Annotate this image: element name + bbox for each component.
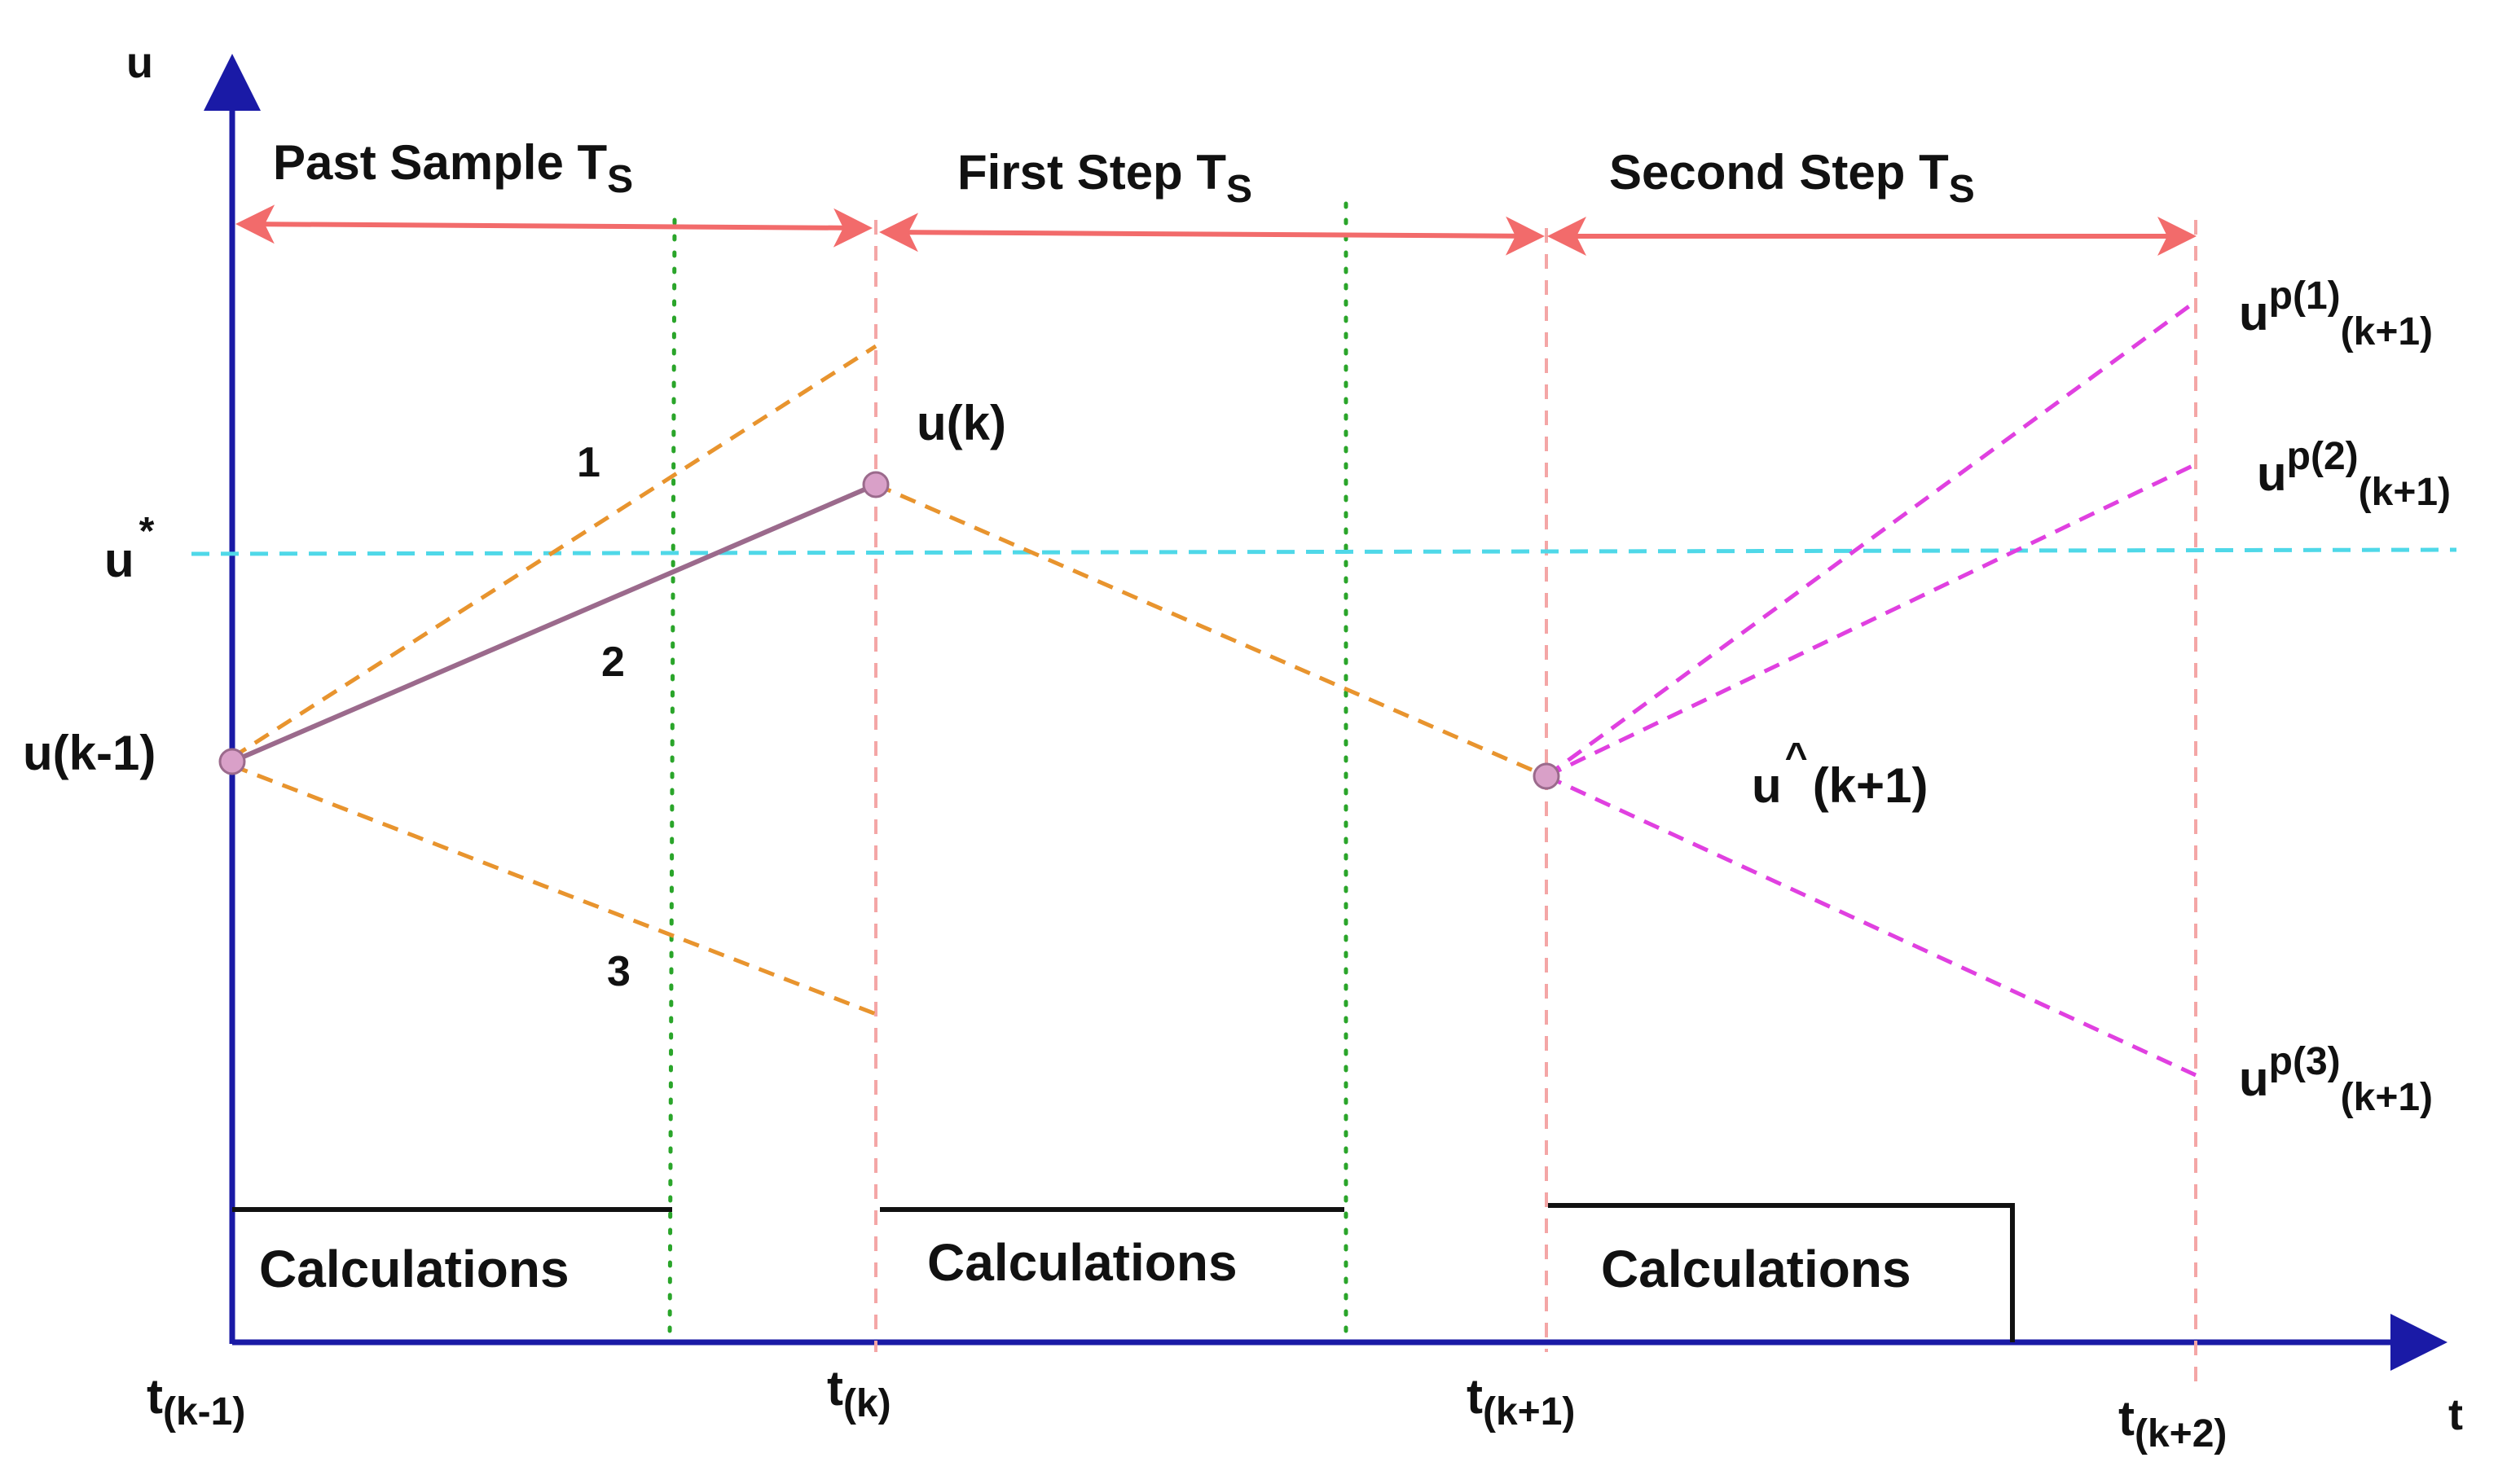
prediction-label-3: up(3)(k+1) — [2239, 1040, 2433, 1119]
applied-trajectory-2 — [231, 482, 877, 764]
label-u-k: u(k) — [917, 396, 1006, 450]
tick-label-t-k-minus-1-sub: (k-1) — [163, 1390, 245, 1434]
tick-label-t-k-minus-1-base: t — [147, 1369, 163, 1424]
point-u-k — [862, 471, 890, 498]
prediction-label-2: up(2)(k+1) — [2257, 435, 2451, 514]
interval-label-first-text: First Step T — [957, 145, 1226, 200]
label-u-hat-rest: (k+1) — [1813, 758, 1928, 813]
interval-label-past: Past Sample TS — [273, 135, 633, 201]
label-u-hat-sup: ^ — [1785, 735, 1808, 779]
tick-label-t-k-plus-2-sub: (k+2) — [2135, 1412, 2227, 1455]
interval-label-past-sub: S — [607, 158, 633, 201]
label-u-hat-base: u — [1752, 758, 1782, 813]
label-u-k-minus-1: u(k-1) — [23, 726, 156, 780]
calc-label-1: Calculations — [259, 1240, 570, 1298]
prediction-label-1: up(1)(k+1) — [2239, 274, 2433, 353]
tick-label-t-k-base: t — [827, 1361, 843, 1416]
tick-label-t-k-plus-1-base: t — [1467, 1369, 1483, 1424]
tick-label-t-k-plus-2-base: t — [2118, 1391, 2135, 1446]
interval-label-second: Second Step TS — [1609, 145, 1975, 211]
tick-label-t-k: t(k) — [827, 1361, 891, 1425]
trajectory-number-1: 1 — [577, 439, 600, 486]
midline-1 — [667, 217, 677, 1345]
point-u-k-minus-1 — [218, 748, 246, 775]
calc-block-3 — [1548, 1203, 2015, 1342]
calc-label-2: Calculations — [927, 1233, 1238, 1292]
prediction-trajectory-1 — [1545, 299, 2197, 779]
interval-label-second-sub: S — [1949, 168, 1975, 211]
past-trajectory-3 — [231, 763, 877, 1016]
prediction-label-1-sub: (k+1) — [2341, 310, 2433, 353]
interval-label-first-sub: S — [1226, 168, 1252, 211]
prediction-label-1-sup: p(1) — [2269, 274, 2341, 318]
point-u-hat — [1533, 762, 1560, 790]
interval-label-first: First Step TS — [957, 145, 1252, 211]
calc-label-3: Calculations — [1601, 1240, 1911, 1298]
x-axis-label: t — [2448, 1390, 2463, 1439]
first-step-trajectory — [875, 482, 1547, 779]
tick-label-t-k-minus-1: t(k-1) — [147, 1369, 245, 1434]
prediction-label-2-sup: p(2) — [2287, 435, 2359, 478]
interval-arrow-first — [879, 213, 1545, 256]
y-axis-label: u — [126, 38, 153, 87]
prediction-label-3-sub: (k+1) — [2341, 1076, 2433, 1119]
tick-label-t-k-plus-2: t(k+2) — [2118, 1391, 2227, 1455]
prediction-label-1-base: u — [2239, 286, 2269, 340]
trajectory-number-3: 3 — [607, 948, 631, 995]
tick-label-t-k-plus-1: t(k+1) — [1467, 1369, 1575, 1434]
interval-label-second-text: Second Step T — [1609, 145, 1949, 200]
tick-label-t-k-plus-1-sub: (k+1) — [1483, 1390, 1575, 1434]
reference-label-sup: * — [139, 510, 155, 553]
past-trajectory-1 — [231, 344, 877, 760]
prediction-label-3-base: u — [2239, 1052, 2269, 1106]
prediction-label-3-sup: p(3) — [2269, 1040, 2341, 1083]
reference-label-base: u — [104, 533, 134, 587]
prediction-trajectory-2 — [1545, 462, 2197, 779]
prediction-trajectory-3 — [1545, 774, 2197, 1078]
interval-label-past-text: Past Sample T — [273, 135, 607, 190]
label-u-hat: u^(k+1) — [1752, 735, 1928, 813]
interval-arrow-past — [235, 204, 873, 248]
prediction-label-2-sub: (k+1) — [2359, 471, 2451, 514]
prediction-label-2-base: u — [2257, 446, 2287, 501]
reference-line — [191, 547, 2457, 556]
tick-label-t-k-sub: (k) — [843, 1382, 891, 1425]
trajectory-number-2: 2 — [601, 639, 625, 686]
reference-label: u* — [104, 510, 155, 587]
